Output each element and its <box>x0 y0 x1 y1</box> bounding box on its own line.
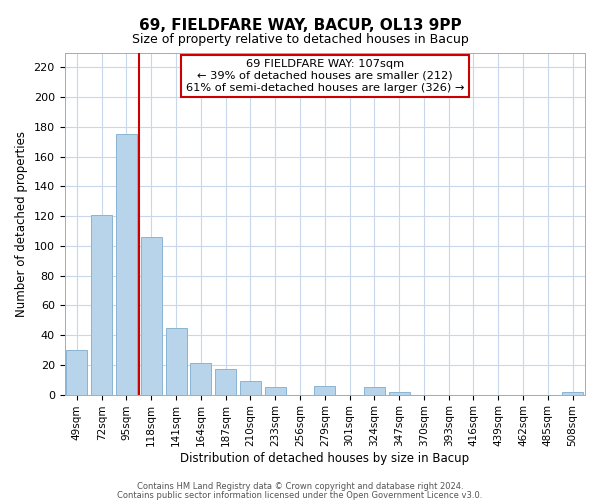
Bar <box>116 134 137 394</box>
Bar <box>314 386 335 394</box>
Y-axis label: Number of detached properties: Number of detached properties <box>15 130 28 316</box>
Bar <box>389 392 410 394</box>
X-axis label: Distribution of detached houses by size in Bacup: Distribution of detached houses by size … <box>180 452 469 465</box>
Bar <box>562 392 583 394</box>
Text: 69, FIELDFARE WAY, BACUP, OL13 9PP: 69, FIELDFARE WAY, BACUP, OL13 9PP <box>139 18 461 32</box>
Bar <box>67 350 88 395</box>
Bar <box>265 387 286 394</box>
Text: Size of property relative to detached houses in Bacup: Size of property relative to detached ho… <box>131 32 469 46</box>
Bar <box>215 370 236 394</box>
Text: 69 FIELDFARE WAY: 107sqm
← 39% of detached houses are smaller (212)
61% of semi-: 69 FIELDFARE WAY: 107sqm ← 39% of detach… <box>185 60 464 92</box>
Bar <box>364 387 385 394</box>
Text: Contains HM Land Registry data © Crown copyright and database right 2024.: Contains HM Land Registry data © Crown c… <box>137 482 463 491</box>
Text: Contains public sector information licensed under the Open Government Licence v3: Contains public sector information licen… <box>118 490 482 500</box>
Bar <box>91 214 112 394</box>
Bar <box>141 237 162 394</box>
Bar <box>166 328 187 394</box>
Bar <box>240 381 261 394</box>
Bar <box>190 364 211 394</box>
